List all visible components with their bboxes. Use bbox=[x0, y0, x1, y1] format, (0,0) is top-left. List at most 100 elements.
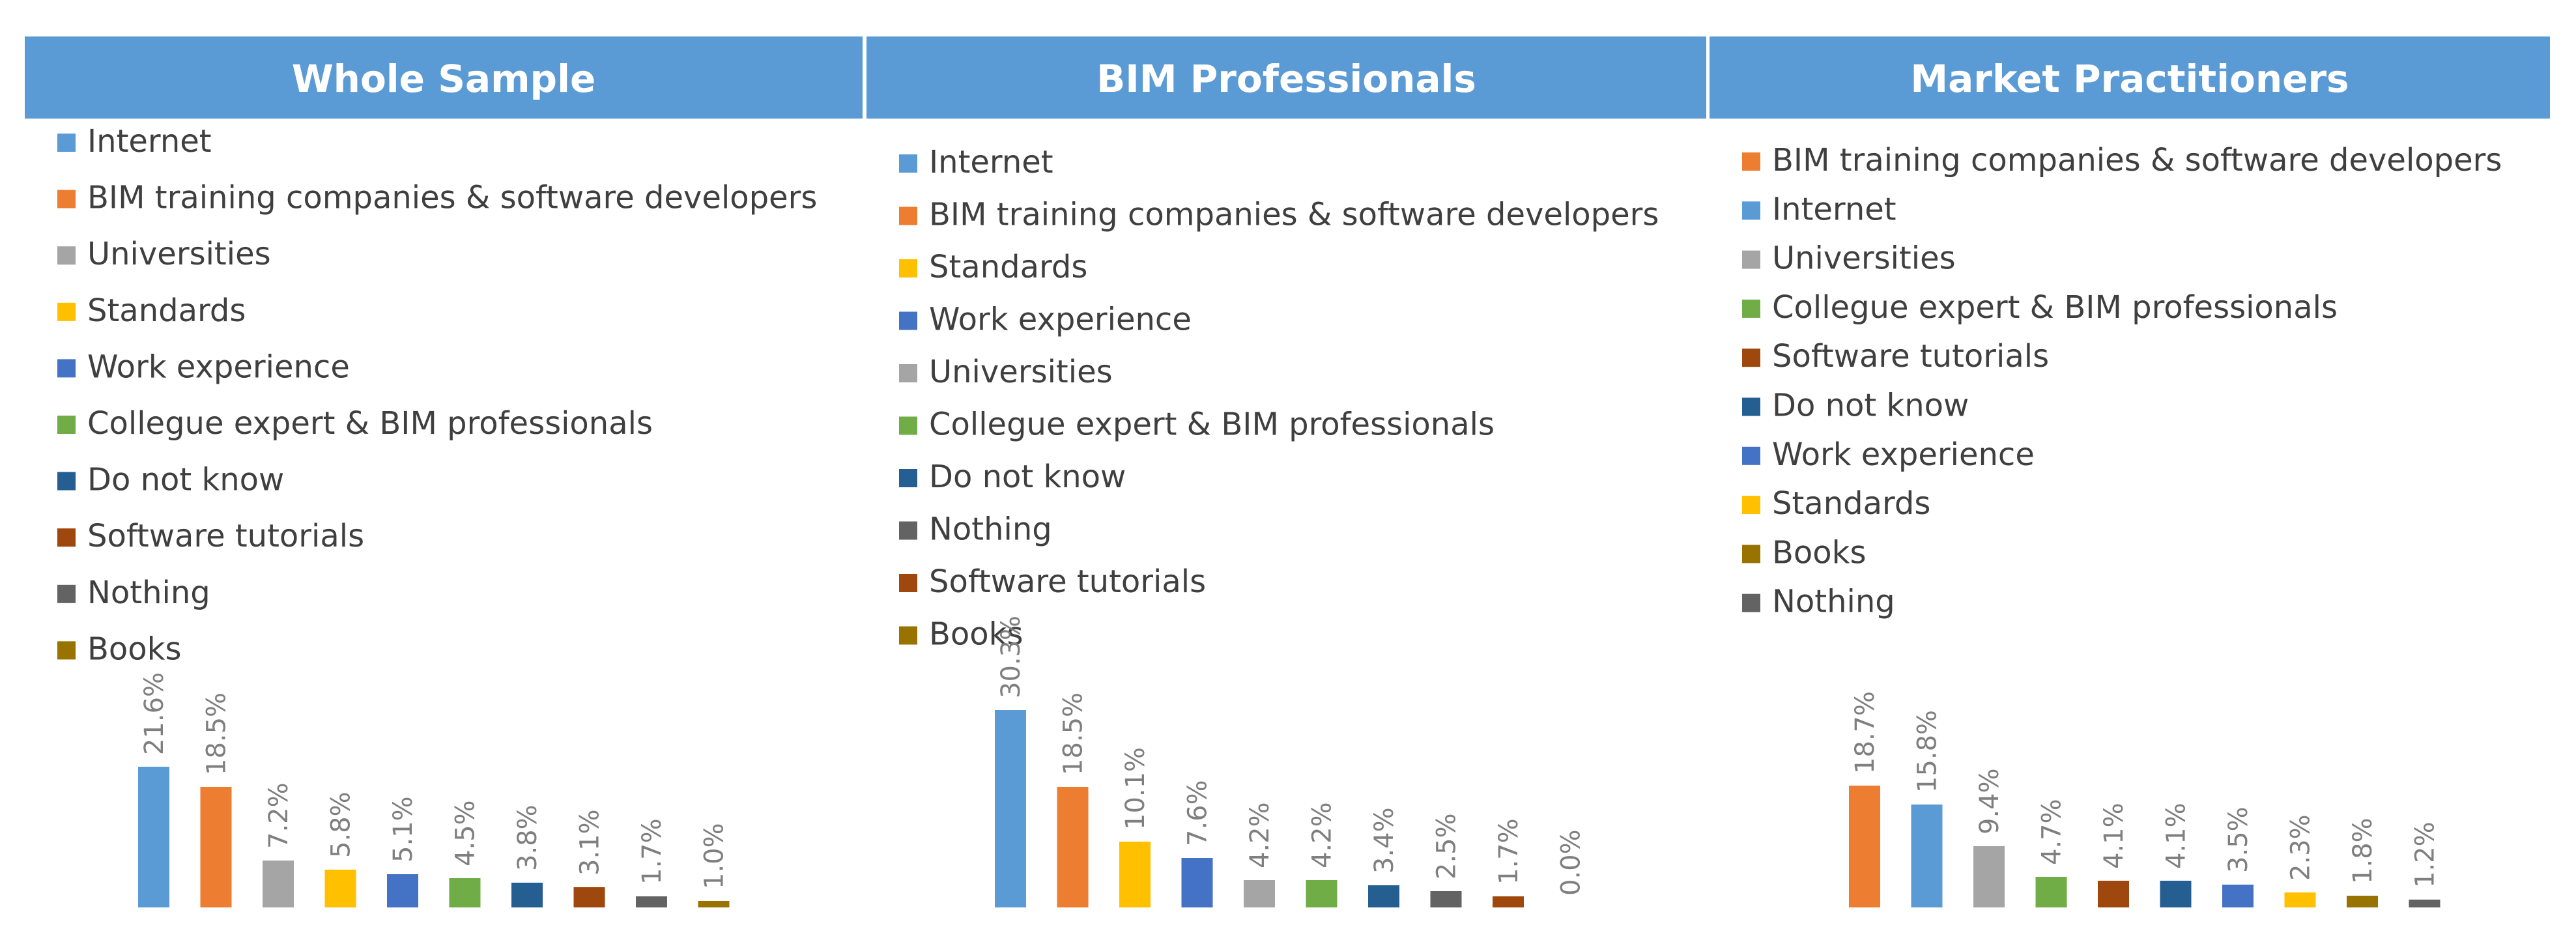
legend-label: Do not know bbox=[1772, 388, 1969, 424]
legend-swatch bbox=[57, 134, 76, 152]
data-label: 1.7% bbox=[1494, 818, 1524, 885]
data-label: 18.5% bbox=[202, 692, 232, 775]
legend-swatch bbox=[1742, 593, 1760, 612]
bar-do-not-know bbox=[2160, 881, 2192, 907]
legend-item: Nothing bbox=[57, 575, 210, 611]
bar-software-tutorials bbox=[1493, 896, 1524, 907]
bar-do-not-know bbox=[1368, 885, 1399, 907]
legend-label: Software tutorials bbox=[929, 563, 1206, 600]
legend-label: Work experience bbox=[929, 302, 1192, 338]
legend-label: Internet bbox=[929, 144, 1053, 180]
legend-swatch bbox=[1742, 250, 1760, 269]
legend-label: Nothing bbox=[87, 575, 210, 611]
legend-swatch bbox=[899, 259, 917, 278]
bar-collegue-expert-and-bim-professionals bbox=[449, 878, 481, 907]
legend-swatch bbox=[899, 416, 917, 435]
chart-panel-whole-sample: Whole Sample Internet BIM training compani… bbox=[25, 36, 863, 907]
bar-bim-training-companies-and-software-developers bbox=[1849, 786, 1880, 907]
data-label: 30.3% bbox=[996, 616, 1026, 698]
legend-label: Books bbox=[1772, 534, 1866, 571]
legend-item: Books bbox=[57, 631, 181, 667]
legend-item: Internet bbox=[57, 123, 212, 160]
bar-nothing bbox=[636, 896, 667, 907]
legend-label: Standards bbox=[1772, 485, 1930, 522]
legend-item: Universities bbox=[899, 354, 1113, 390]
legend-item: Work experience bbox=[1742, 436, 2035, 473]
legend-label: Universities bbox=[87, 236, 271, 272]
legend-label: Universities bbox=[1772, 240, 1956, 277]
legend-item: Universities bbox=[1742, 240, 1956, 277]
legend-label: Collegue expert & BIM professionals bbox=[929, 406, 1495, 443]
legend-label: Standards bbox=[929, 249, 1087, 285]
legend-swatch bbox=[57, 528, 76, 547]
data-label: 0.0% bbox=[1556, 829, 1586, 896]
legend-label: Software tutorials bbox=[87, 518, 364, 554]
data-label: 10.1% bbox=[1121, 747, 1151, 830]
legend-label: Nothing bbox=[929, 511, 1052, 548]
chart-title: Whole Sample bbox=[292, 57, 596, 101]
chart-panel-bim-professionals: BIM Professionals Internet BIM training co… bbox=[866, 36, 1706, 907]
legend-label: Universities bbox=[929, 354, 1113, 390]
legend-swatch bbox=[57, 246, 76, 265]
data-label: 3.1% bbox=[575, 809, 605, 876]
bar-universities bbox=[1973, 846, 2005, 907]
data-label: 4.7% bbox=[2037, 799, 2067, 865]
data-label: 21.6% bbox=[139, 672, 169, 755]
bar-books bbox=[698, 901, 730, 907]
legend-item: Universities bbox=[57, 236, 271, 272]
legend-label: BIM training companies & software develo… bbox=[1772, 142, 2502, 178]
legend-item: Standards bbox=[1742, 485, 1930, 522]
legend-label: Collegue expert & BIM professionals bbox=[1772, 289, 2338, 326]
legend-label: BIM training companies & software develo… bbox=[929, 197, 1659, 233]
legend-item: Books bbox=[1742, 534, 1866, 571]
data-label: 7.2% bbox=[264, 782, 294, 849]
legend-swatch bbox=[1742, 496, 1760, 515]
legend-label: Books bbox=[87, 631, 181, 667]
legend-item: Standards bbox=[899, 249, 1087, 285]
bar-software-tutorials bbox=[573, 887, 605, 907]
legend-item: Work experience bbox=[57, 349, 350, 385]
legend-swatch bbox=[57, 416, 76, 434]
bar-collegue-expert-and-bim-professionals bbox=[1306, 880, 1338, 907]
legend-swatch bbox=[899, 521, 917, 540]
data-label: 5.1% bbox=[388, 796, 418, 862]
data-label: 4.2% bbox=[1308, 802, 1338, 868]
bar-work-experience bbox=[2222, 885, 2254, 907]
legend-swatch bbox=[899, 626, 917, 645]
legend-swatch bbox=[899, 154, 917, 173]
legend-label: Work experience bbox=[1772, 436, 2035, 473]
legend-swatch bbox=[1742, 545, 1760, 563]
legend-swatch bbox=[1742, 299, 1760, 318]
bar-nothing bbox=[2409, 900, 2440, 907]
data-label: 4.5% bbox=[451, 800, 481, 866]
legend-label: Software tutorials bbox=[1772, 338, 2049, 375]
legend-label: Standards bbox=[87, 292, 246, 329]
chart-panel-market-practitioners: Market Practitioners BIM training compani… bbox=[1710, 36, 2550, 907]
bar-internet bbox=[995, 710, 1026, 907]
legend-swatch bbox=[1742, 201, 1760, 220]
chart-header bbox=[1710, 36, 2550, 119]
legend-swatch bbox=[57, 359, 76, 378]
legend-item: Standards bbox=[57, 292, 246, 329]
bar-bim-training-companies-and-software-developers bbox=[200, 787, 232, 907]
legend-swatch bbox=[57, 190, 76, 208]
legend-swatch bbox=[57, 302, 76, 321]
legend-item: Software tutorials bbox=[57, 518, 364, 554]
data-label: 2.3% bbox=[2286, 814, 2316, 881]
bar-internet bbox=[138, 767, 169, 907]
bar-collegue-expert-and-bim-professionals bbox=[2035, 877, 2067, 907]
data-label: 1.0% bbox=[700, 823, 730, 889]
data-label: 15.8% bbox=[1913, 710, 1943, 793]
legend-swatch bbox=[1742, 152, 1760, 171]
legend-item: BIM training companies & software develo… bbox=[899, 197, 1659, 233]
legend-label: Collegue expert & BIM professionals bbox=[87, 405, 653, 442]
legend-swatch bbox=[899, 469, 917, 487]
chart-header bbox=[25, 36, 863, 119]
legend-item: Do not know bbox=[899, 459, 1126, 495]
legend-item: Work experience bbox=[899, 302, 1192, 338]
data-label: 4.1% bbox=[2162, 803, 2192, 869]
legend-item: Internet bbox=[899, 144, 1053, 180]
legend-item: Nothing bbox=[899, 511, 1052, 548]
data-label: 1.7% bbox=[637, 818, 667, 885]
